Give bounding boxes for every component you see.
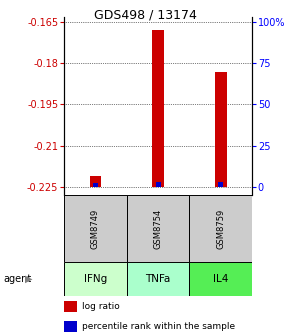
Text: IFNg: IFNg	[84, 274, 107, 284]
Text: GSM8754: GSM8754	[153, 208, 163, 249]
Bar	[64, 195, 127, 262]
Text: GSM8759: GSM8759	[216, 208, 225, 249]
Bar	[215, 72, 226, 187]
Bar	[218, 182, 223, 187]
Bar	[64, 300, 77, 312]
Bar	[90, 176, 101, 187]
Bar	[93, 183, 98, 187]
Text: GSM8749: GSM8749	[91, 208, 100, 249]
Text: IL4: IL4	[213, 274, 229, 284]
Bar	[155, 182, 161, 187]
Bar	[127, 262, 189, 296]
Text: ▶: ▶	[25, 274, 32, 284]
Text: percentile rank within the sample: percentile rank within the sample	[81, 322, 235, 331]
Bar	[64, 262, 127, 296]
Bar	[127, 195, 189, 262]
Bar	[189, 195, 252, 262]
Text: GDS498 / 13174: GDS498 / 13174	[94, 8, 196, 22]
Text: log ratio: log ratio	[81, 302, 119, 311]
Bar	[153, 31, 164, 187]
Bar	[64, 321, 77, 332]
Bar	[189, 262, 252, 296]
Text: agent: agent	[3, 274, 31, 284]
Text: TNFa: TNFa	[145, 274, 171, 284]
